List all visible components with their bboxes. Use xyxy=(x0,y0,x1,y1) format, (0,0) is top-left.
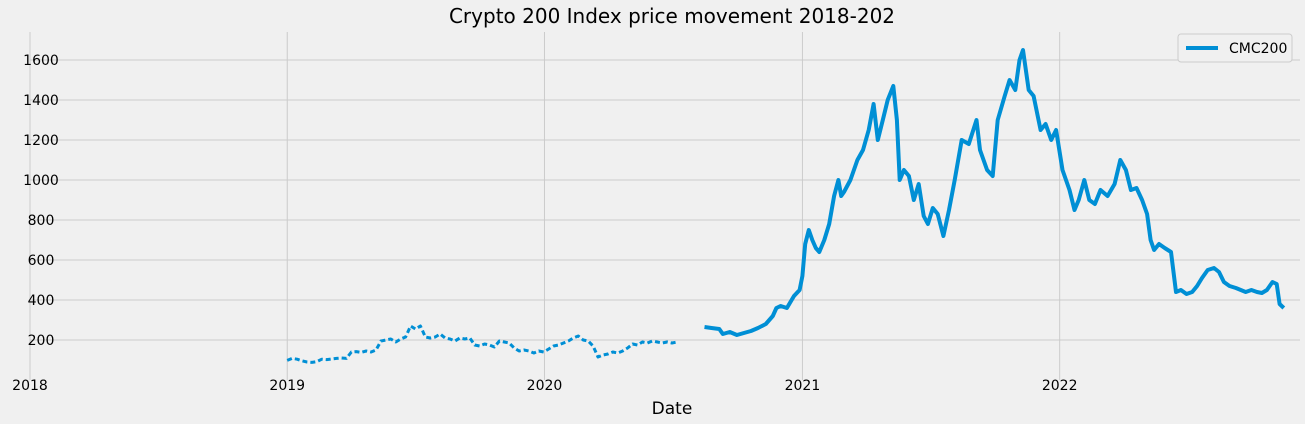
legend: CMC200 xyxy=(1177,33,1293,63)
y-tick-label: 400 xyxy=(28,293,55,309)
y-tick-label: 1200 xyxy=(23,133,59,149)
y-tick-label: 200 xyxy=(28,333,55,349)
y-tick-label: 1600 xyxy=(23,53,59,69)
x-tick-label: 2019 xyxy=(269,378,305,394)
gridlines xyxy=(29,32,1300,380)
series-line-cmc200-segment xyxy=(286,324,678,364)
y-tick-labels: 200 400 600 800 1000 1200 1400 1600 xyxy=(23,53,59,349)
y-tick-label: 600 xyxy=(28,253,55,269)
y-tick-label: 1000 xyxy=(23,173,59,189)
legend-label-cmc200: CMC200 xyxy=(1229,41,1287,57)
y-tick-label: 1400 xyxy=(23,93,59,109)
x-tick-label: 2022 xyxy=(1042,378,1078,394)
x-axis-label: Date xyxy=(652,399,693,419)
series-line-cmc200-segment xyxy=(704,48,1286,337)
x-tick-labels: 2018 2019 2020 2021 2022 xyxy=(12,378,1077,394)
x-tick-label: 2020 xyxy=(527,378,563,394)
legend-box xyxy=(1177,33,1293,63)
y-tick-label: 800 xyxy=(28,213,55,229)
x-tick-label: 2021 xyxy=(785,378,821,394)
chart-title: Crypto 200 Index price movement 2018-202 xyxy=(449,4,895,28)
plot-area xyxy=(286,48,1286,364)
x-tick-label: 2018 xyxy=(12,378,48,394)
